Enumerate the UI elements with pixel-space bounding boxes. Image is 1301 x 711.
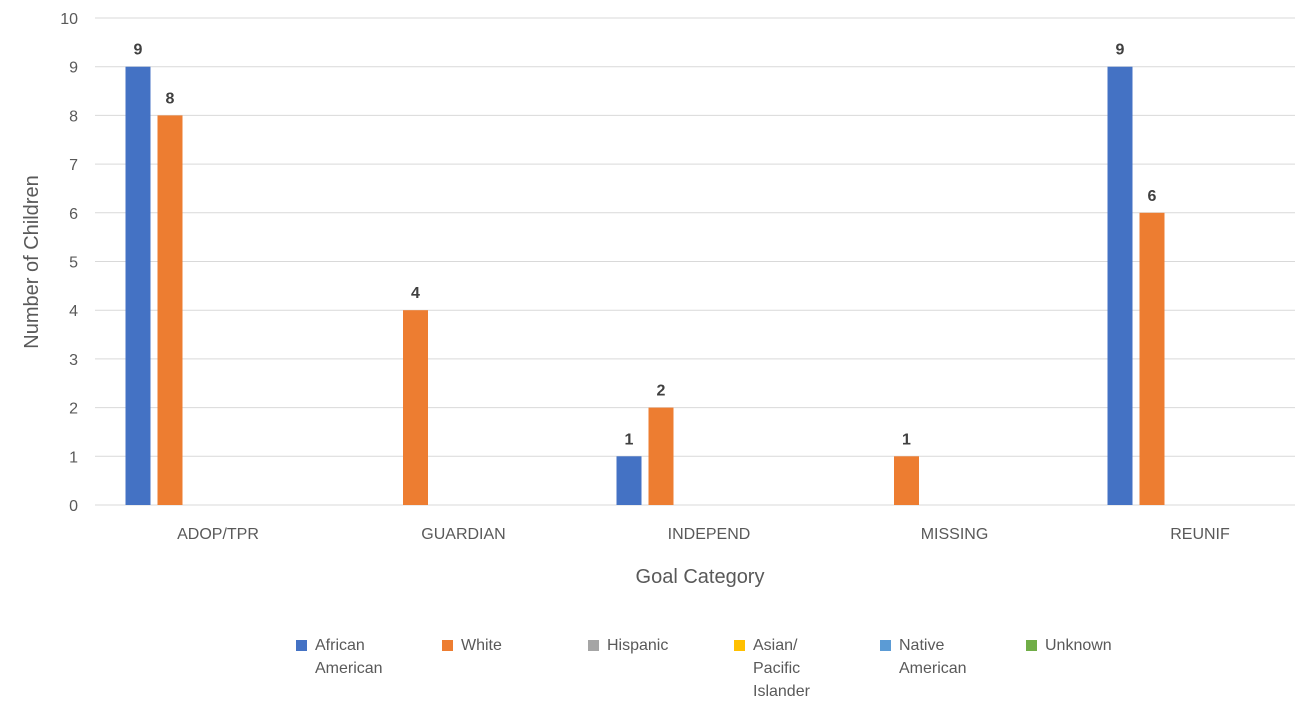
- legend-item: Unknown: [1026, 637, 1112, 654]
- y-tick-label: 8: [69, 108, 78, 125]
- bar: [894, 456, 919, 505]
- bar: [403, 310, 428, 505]
- bar: [648, 407, 674, 505]
- legend-swatch: [296, 640, 307, 651]
- legend-swatch: [442, 640, 453, 651]
- bar: [125, 66, 151, 505]
- legend-item: White: [442, 637, 502, 654]
- bar: [157, 115, 183, 506]
- data-label: 1: [625, 431, 634, 448]
- x-tick-label: REUNIF: [1170, 526, 1230, 543]
- legend-item: Asian/Pacific Islander: [734, 637, 811, 700]
- legend-item: Hispanic: [588, 637, 668, 654]
- legend-swatch: [588, 640, 599, 651]
- legend-label: Hispanic: [607, 637, 668, 654]
- x-tick-label: MISSING: [921, 526, 989, 543]
- x-axis-title: Goal Category: [636, 566, 765, 588]
- legend-swatch: [734, 640, 745, 651]
- bars: [125, 66, 1165, 506]
- data-label: 9: [134, 42, 143, 59]
- legend-item: African American: [296, 637, 383, 677]
- data-label: 2: [657, 383, 666, 400]
- data-label: 4: [411, 285, 420, 302]
- bar: [1107, 66, 1133, 505]
- legend-label: African: [315, 637, 365, 654]
- grid-lines: [95, 17, 1295, 506]
- x-tick-label: INDEPEND: [668, 526, 751, 543]
- y-tick-label: 9: [69, 60, 78, 77]
- x-axis-ticks: ADOP/TPR GUARDIAN INDEPEND MISSING REUNIF: [177, 526, 1230, 543]
- legend: African American White Hispanic Asian/Pacifi…: [296, 637, 1112, 700]
- x-tick-label: ADOP/TPR: [177, 526, 259, 543]
- data-label: 9: [1116, 42, 1125, 59]
- y-tick-label: 7: [69, 157, 78, 174]
- legend-label: Islander: [753, 683, 811, 700]
- y-tick-label: 4: [69, 303, 78, 320]
- legend-label: Native: [899, 637, 944, 654]
- y-axis-title: Number of Children: [21, 175, 43, 348]
- legend-swatch: [880, 640, 891, 651]
- data-label: 6: [1148, 188, 1157, 205]
- legend-label: Unknown: [1045, 637, 1112, 654]
- legend-swatch: [1026, 640, 1037, 651]
- y-axis-ticks: 0 1 2 3 4 5 6 7 8 9 10: [60, 11, 78, 515]
- x-tick-label: GUARDIAN: [421, 526, 505, 543]
- y-tick-label: 0: [69, 498, 78, 515]
- y-tick-label: 5: [69, 255, 78, 272]
- y-tick-label: 10: [60, 11, 78, 28]
- y-tick-label: 3: [69, 352, 78, 369]
- legend-label: American: [315, 660, 383, 677]
- data-label: 8: [166, 90, 175, 107]
- legend-item: Native American: [880, 637, 967, 677]
- legend-label: White: [461, 637, 502, 654]
- legend-label: Asian/: [753, 637, 798, 654]
- y-tick-label: 1: [69, 449, 78, 466]
- legend-label: Pacific: [753, 660, 800, 677]
- bar: [616, 456, 642, 505]
- data-labels: 9 8 4 1 2 1 9 6: [134, 42, 1157, 449]
- y-tick-label: 6: [69, 206, 78, 223]
- data-label: 1: [902, 431, 911, 448]
- bar: [1139, 212, 1165, 506]
- y-tick-label: 2: [69, 401, 78, 418]
- legend-label: American: [899, 660, 967, 677]
